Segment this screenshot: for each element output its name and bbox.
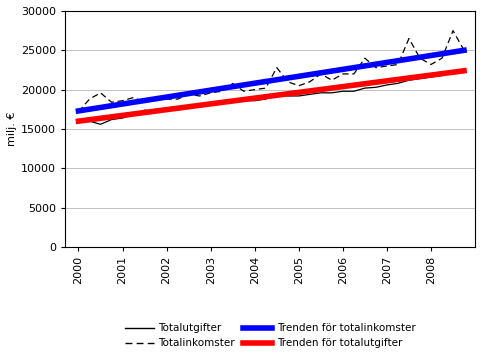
Y-axis label: milj. €: milj. € bbox=[7, 112, 17, 146]
Legend: Totalutgifter, Totalinkomster, Trenden för totalinkomster, Trenden för totalutgi: Totalutgifter, Totalinkomster, Trenden f… bbox=[125, 323, 415, 348]
